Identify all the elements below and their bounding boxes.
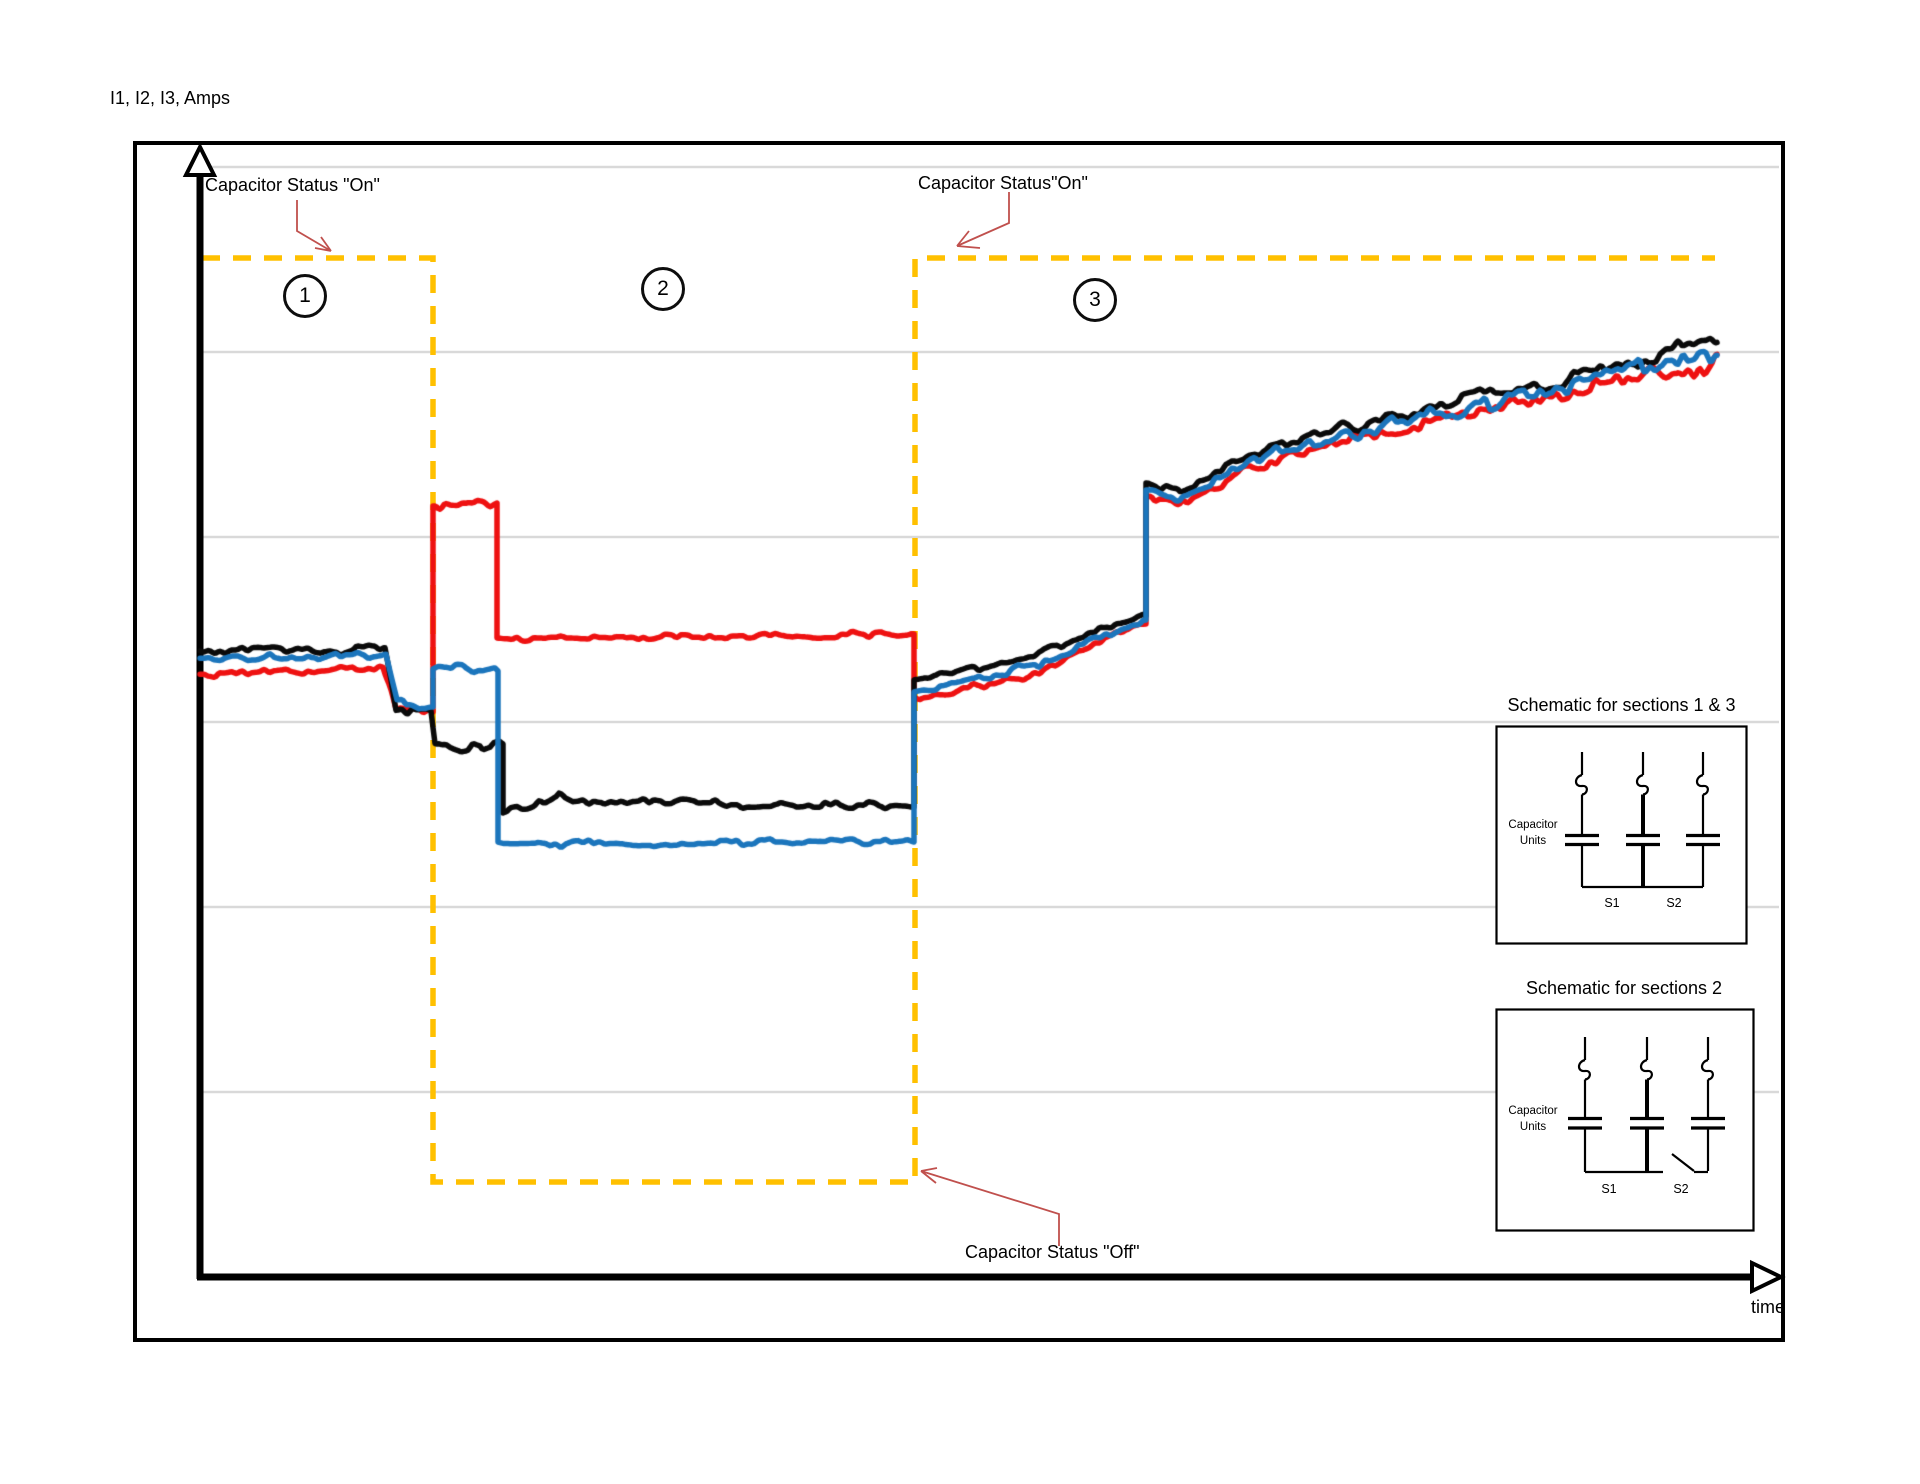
schematic-1-s2-label: S2 bbox=[1666, 896, 1681, 910]
schematic-2-open-switch-blade bbox=[1671, 1153, 1695, 1172]
schematic-2-title: Schematic for sections 2 bbox=[1525, 978, 1723, 998]
schematic-1-capacitor-units-label: Capacitor Units bbox=[1508, 819, 1558, 847]
section-3-badge: 3 bbox=[1073, 278, 1117, 322]
label-capacitor-on-1: Capacitor Status "On" bbox=[205, 175, 380, 195]
y-axis-title: I1, I2, I3, Amps bbox=[110, 88, 231, 108]
capacitor-status-trace bbox=[202, 255, 1715, 1185]
schematic-2-capacitor-units-label: Capacitor Units bbox=[1508, 1105, 1558, 1133]
section-1-number: 1 bbox=[299, 284, 311, 307]
arrow-cap-off bbox=[920, 1167, 1060, 1246]
x-axis-arrowhead-icon bbox=[1750, 1259, 1786, 1295]
callout-arrows bbox=[296, 192, 1060, 1246]
schematic-1-s1-label: S1 bbox=[1604, 896, 1619, 910]
label-capacitor-off: Capacitor Status "Off" bbox=[965, 1242, 1140, 1262]
schematic-2: S1 S2 bbox=[1495, 1008, 1755, 1232]
schematic-2-drawing: S1 S2 bbox=[1495, 1008, 1755, 1232]
arrow-cap-on-right bbox=[956, 192, 1010, 249]
gridlines bbox=[203, 165, 1779, 1094]
schematic-1-drawing: S1 S2 bbox=[1495, 725, 1748, 945]
y-axis-arrowhead-icon bbox=[182, 142, 218, 177]
arrow-cap-on-left bbox=[296, 200, 332, 252]
section-2-badge: 2 bbox=[641, 267, 685, 311]
schematic-1: S1 S2 bbox=[1495, 725, 1748, 945]
section-1-badge: 1 bbox=[283, 274, 327, 318]
schematic-1-title: Schematic for sections 1 & 3 bbox=[1507, 695, 1736, 715]
schematic-2-s1-label: S1 bbox=[1601, 1182, 1616, 1196]
section-2-number: 2 bbox=[657, 277, 669, 300]
label-capacitor-on-2: Capacitor Status"On" bbox=[918, 173, 1088, 193]
section-3-number: 3 bbox=[1089, 288, 1101, 311]
schematic-2-s2-label: S2 bbox=[1673, 1182, 1688, 1196]
x-axis-title: time bbox=[1750, 1297, 1785, 1317]
